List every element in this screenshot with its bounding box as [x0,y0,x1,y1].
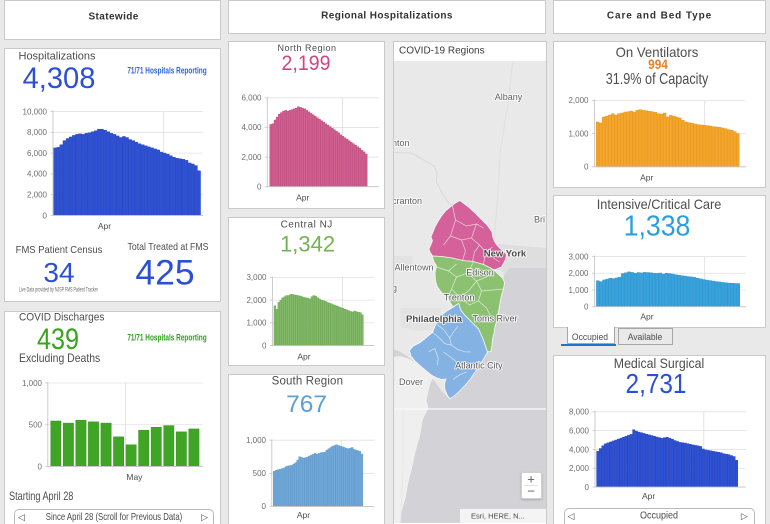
svg-text:Trenton: Trenton [443,292,474,302]
svg-text:Edison: Edison [466,267,494,277]
svg-text:g: g [394,283,397,293]
svg-text:New York: New York [483,248,526,259]
svg-text:Toms River: Toms River [472,313,517,323]
svg-text:Philadelphia: Philadelphia [406,314,463,325]
svg-text:Albany: Albany [494,92,522,102]
svg-text:Dover: Dover [398,377,422,387]
svg-text:nton: nton [394,138,410,148]
svg-text:cranton: cranton [394,196,422,206]
svg-text:Allentown: Allentown [394,262,433,272]
svg-text:Bri: Bri [534,214,545,224]
svg-text:Atlantic City: Atlantic City [455,360,503,370]
